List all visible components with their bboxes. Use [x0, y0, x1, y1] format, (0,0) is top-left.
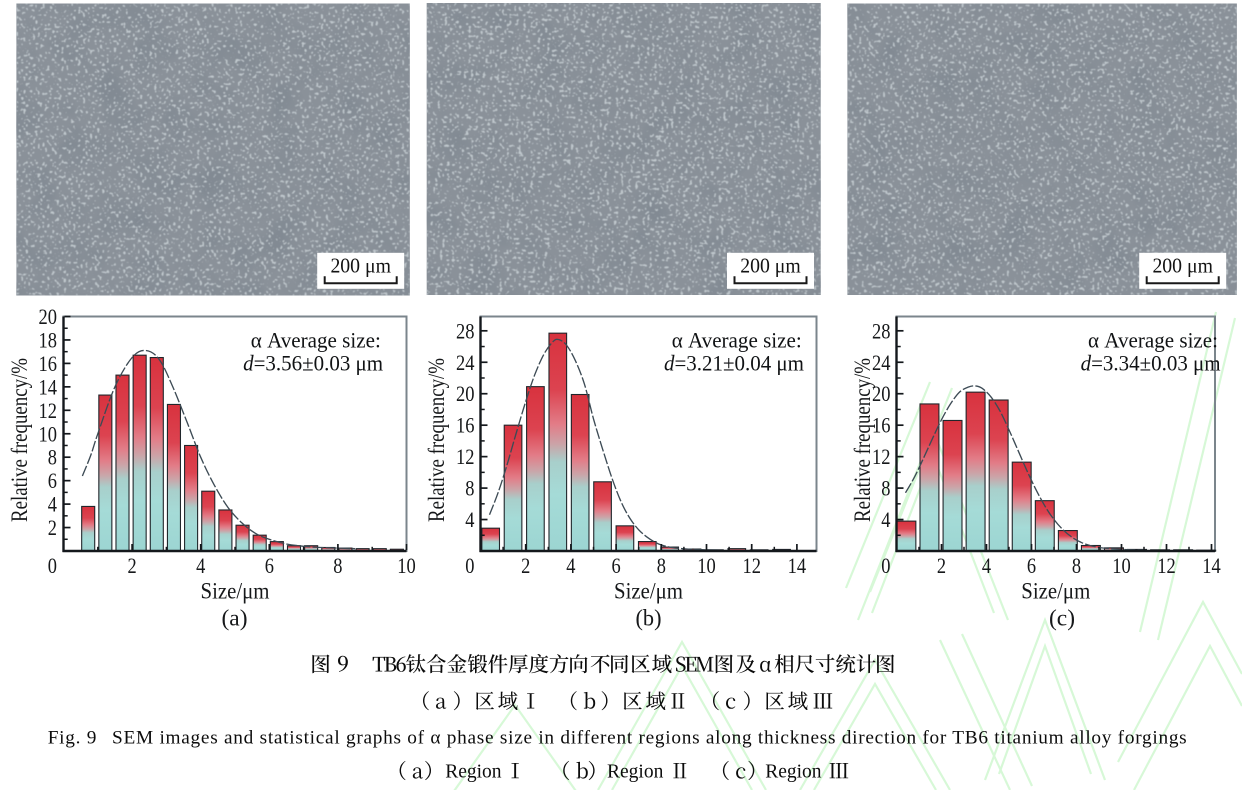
svg-text:18: 18 — [39, 327, 58, 352]
svg-text:10: 10 — [397, 553, 416, 578]
svg-text:4: 4 — [196, 553, 205, 578]
svg-text:28: 28 — [456, 318, 475, 343]
svg-text:2: 2 — [128, 553, 137, 578]
svg-text:Relative frequency/%: Relative frequency/% — [7, 358, 32, 522]
svg-text:12: 12 — [872, 444, 891, 469]
svg-text:6: 6 — [265, 553, 274, 578]
svg-text:Relative frequency/%: Relative frequency/% — [424, 358, 449, 522]
svg-text:8: 8 — [657, 553, 666, 578]
svg-text:6: 6 — [1027, 553, 1036, 578]
svg-text:12: 12 — [456, 444, 475, 469]
svg-text:(b): (b) — [636, 606, 662, 631]
svg-text:d=3.34±0.03 μm: d=3.34±0.03 μm — [1081, 351, 1221, 376]
svg-text:8: 8 — [333, 553, 342, 578]
svg-text:0: 0 — [48, 553, 57, 578]
svg-text:(a): (a) — [222, 606, 248, 631]
svg-text:6: 6 — [612, 553, 621, 578]
svg-text:4: 4 — [48, 492, 57, 517]
svg-text:200 μm: 200 μm — [740, 254, 801, 278]
svg-text:4: 4 — [881, 507, 890, 532]
svg-text:0: 0 — [881, 553, 890, 578]
svg-text:14: 14 — [39, 374, 58, 399]
svg-text:24: 24 — [872, 350, 891, 375]
svg-text:Relative frequency/%: Relative frequency/% — [850, 358, 875, 522]
svg-text:24: 24 — [456, 350, 475, 375]
svg-text:4: 4 — [982, 553, 991, 578]
svg-text:28: 28 — [872, 318, 891, 343]
svg-text:Region: Region — [607, 762, 664, 783]
svg-text:16: 16 — [872, 413, 891, 438]
svg-text:12: 12 — [742, 553, 761, 578]
svg-text:8: 8 — [465, 476, 474, 501]
svg-text:14: 14 — [1202, 553, 1221, 578]
svg-text:12: 12 — [1157, 553, 1176, 578]
svg-text:10: 10 — [697, 553, 716, 578]
svg-text:20: 20 — [872, 381, 891, 406]
svg-text:Size/μm: Size/μm — [201, 579, 270, 604]
svg-text:2: 2 — [521, 553, 530, 578]
svg-text:16: 16 — [456, 413, 475, 438]
svg-text:Size/μm: Size/μm — [614, 579, 683, 604]
svg-text:200 μm: 200 μm — [1152, 254, 1213, 278]
svg-text:d=3.56±0.03 μm: d=3.56±0.03 μm — [243, 351, 383, 376]
svg-text:16: 16 — [39, 351, 58, 376]
svg-text:10: 10 — [39, 421, 58, 446]
svg-text:12: 12 — [39, 398, 58, 423]
svg-text:(c): (c) — [1049, 606, 1075, 631]
svg-text:6: 6 — [48, 468, 57, 493]
svg-text:4: 4 — [566, 553, 575, 578]
svg-text:α Average size:: α Average size: — [251, 328, 381, 353]
svg-text:14: 14 — [788, 553, 807, 578]
svg-text:Fig. 9 SEM images and statist: Fig. 9 SEM images and statistical graphs… — [48, 728, 1187, 749]
svg-text:0: 0 — [465, 553, 474, 578]
svg-text:10: 10 — [1112, 553, 1131, 578]
svg-text:20: 20 — [456, 381, 475, 406]
svg-text:Size/μm: Size/μm — [1021, 579, 1090, 604]
svg-text:4: 4 — [465, 507, 474, 532]
svg-text:2: 2 — [48, 515, 57, 540]
svg-text:α Average size:: α Average size: — [1088, 328, 1218, 353]
svg-text:8: 8 — [1072, 553, 1081, 578]
svg-text:8: 8 — [881, 476, 890, 501]
svg-text:d=3.21±0.04 μm: d=3.21±0.04 μm — [664, 351, 804, 376]
svg-text:2: 2 — [937, 553, 946, 578]
svg-text:8: 8 — [48, 445, 57, 470]
svg-text:200 μm: 200 μm — [330, 254, 391, 278]
svg-text:Region: Region — [445, 762, 502, 783]
svg-text:Region: Region — [765, 762, 822, 783]
svg-text:20: 20 — [39, 304, 58, 329]
svg-text:α Average size:: α Average size: — [672, 328, 802, 353]
